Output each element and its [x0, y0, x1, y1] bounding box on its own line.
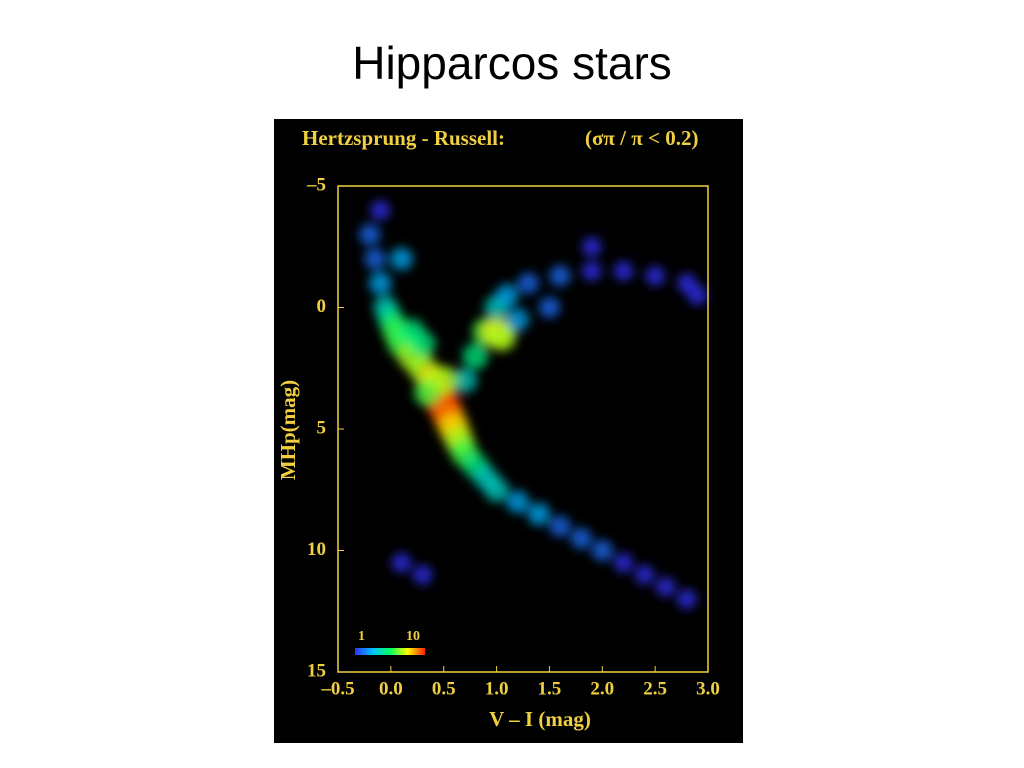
x-axis-label: V – I (mag) [489, 707, 591, 731]
star-density-point [487, 322, 517, 352]
star-density-point [364, 248, 386, 270]
points [359, 200, 708, 609]
star-density-point [484, 477, 509, 502]
star-density-point [368, 271, 392, 295]
star-density-point [538, 296, 561, 319]
star-density-point [429, 365, 459, 395]
colorbar [355, 648, 425, 655]
x-tick-label: 0.5 [432, 678, 456, 699]
star-density-point [506, 308, 530, 332]
chart-subtitle: (σπ / π < 0.2) [585, 126, 698, 150]
star-density-point [677, 589, 697, 609]
x-tick-label: 2.5 [643, 678, 667, 699]
y-tick-label: –5 [306, 174, 326, 195]
star-density-point [549, 515, 571, 537]
x-tick-label: 2.0 [590, 678, 614, 699]
star-density-point [570, 527, 592, 549]
star-density-point [390, 247, 413, 271]
star-density-point [687, 285, 708, 306]
star-density-point [634, 565, 655, 585]
x-tick-label: 3.0 [696, 678, 720, 699]
star-density-point [412, 565, 433, 585]
y-tick-label: 0 [317, 296, 327, 317]
star-density-point [506, 490, 530, 514]
y-tick-label: 10 [307, 539, 326, 560]
star-density-point [462, 343, 489, 370]
star-density-point [359, 224, 381, 246]
star-density-point [581, 261, 602, 281]
colorbar-tick-label: 1 [358, 629, 365, 644]
chart-title: Hertzsprung - Russell: [302, 126, 505, 150]
slide-title: Hipparcos stars [352, 37, 672, 89]
star-density-point [370, 200, 391, 221]
x-tick-label: –0.5 [320, 678, 354, 699]
x-tick-label: 1.0 [485, 678, 509, 699]
star-density-point [613, 552, 634, 573]
star-density-point [591, 539, 613, 562]
star-density-point [655, 577, 676, 597]
star-density-point [391, 552, 412, 573]
star-density-point [495, 283, 519, 307]
x-tick-label: 0.0 [379, 678, 403, 699]
colorbar-tick-label: 10 [406, 629, 420, 644]
star-density-point [645, 266, 665, 286]
star-density-point [409, 330, 436, 357]
y-tick-label: 15 [307, 660, 326, 681]
star-density-point [517, 272, 539, 294]
star-density-point [452, 368, 478, 393]
y-tick-label: 5 [317, 417, 327, 438]
x-tick-label: 1.5 [538, 678, 562, 699]
star-density-point [581, 236, 602, 257]
star-density-point [527, 502, 551, 526]
star-density-point [613, 261, 634, 281]
chart-background [274, 119, 743, 743]
y-axis-label: MHp(mag) [276, 380, 300, 480]
star-density-point [549, 265, 571, 287]
